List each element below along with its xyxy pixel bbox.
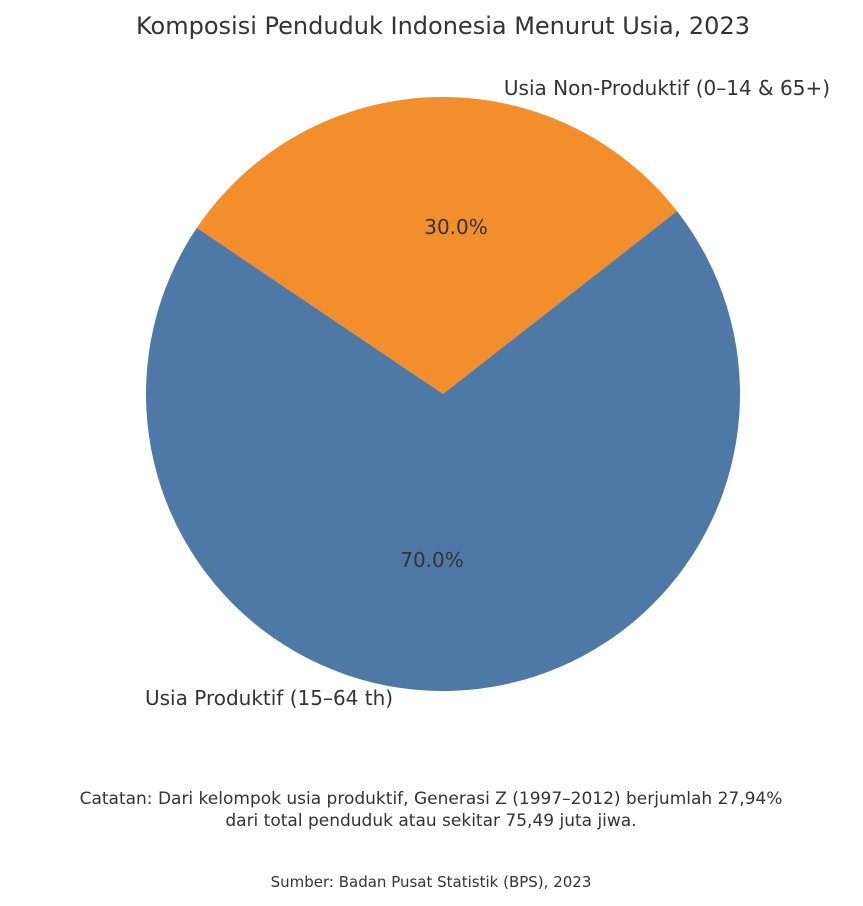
note-line-1: Catatan: Dari kelompok usia produktif, G…	[80, 789, 783, 809]
slice-produktif	[145, 211, 740, 691]
chart-title: Komposisi Penduduk Indonesia Menurut Usi…	[136, 12, 750, 40]
pct-label-produktif: 70.0%	[400, 548, 464, 572]
source-text: Sumber: Badan Pusat Statistik (BPS), 202…	[271, 873, 592, 891]
note-line-2: dari total penduduk atau sekitar 75,49 j…	[225, 811, 636, 831]
slice-label-non-produktif: Usia Non-Produktif (0–14 & 65+)	[504, 76, 830, 100]
slice-label-produktif: Usia Produktif (15–64 th)	[145, 686, 393, 710]
slice-non-produktif	[196, 97, 678, 395]
pct-label-non-produktif: 30.0%	[424, 215, 488, 239]
pie-slices	[145, 97, 740, 691]
